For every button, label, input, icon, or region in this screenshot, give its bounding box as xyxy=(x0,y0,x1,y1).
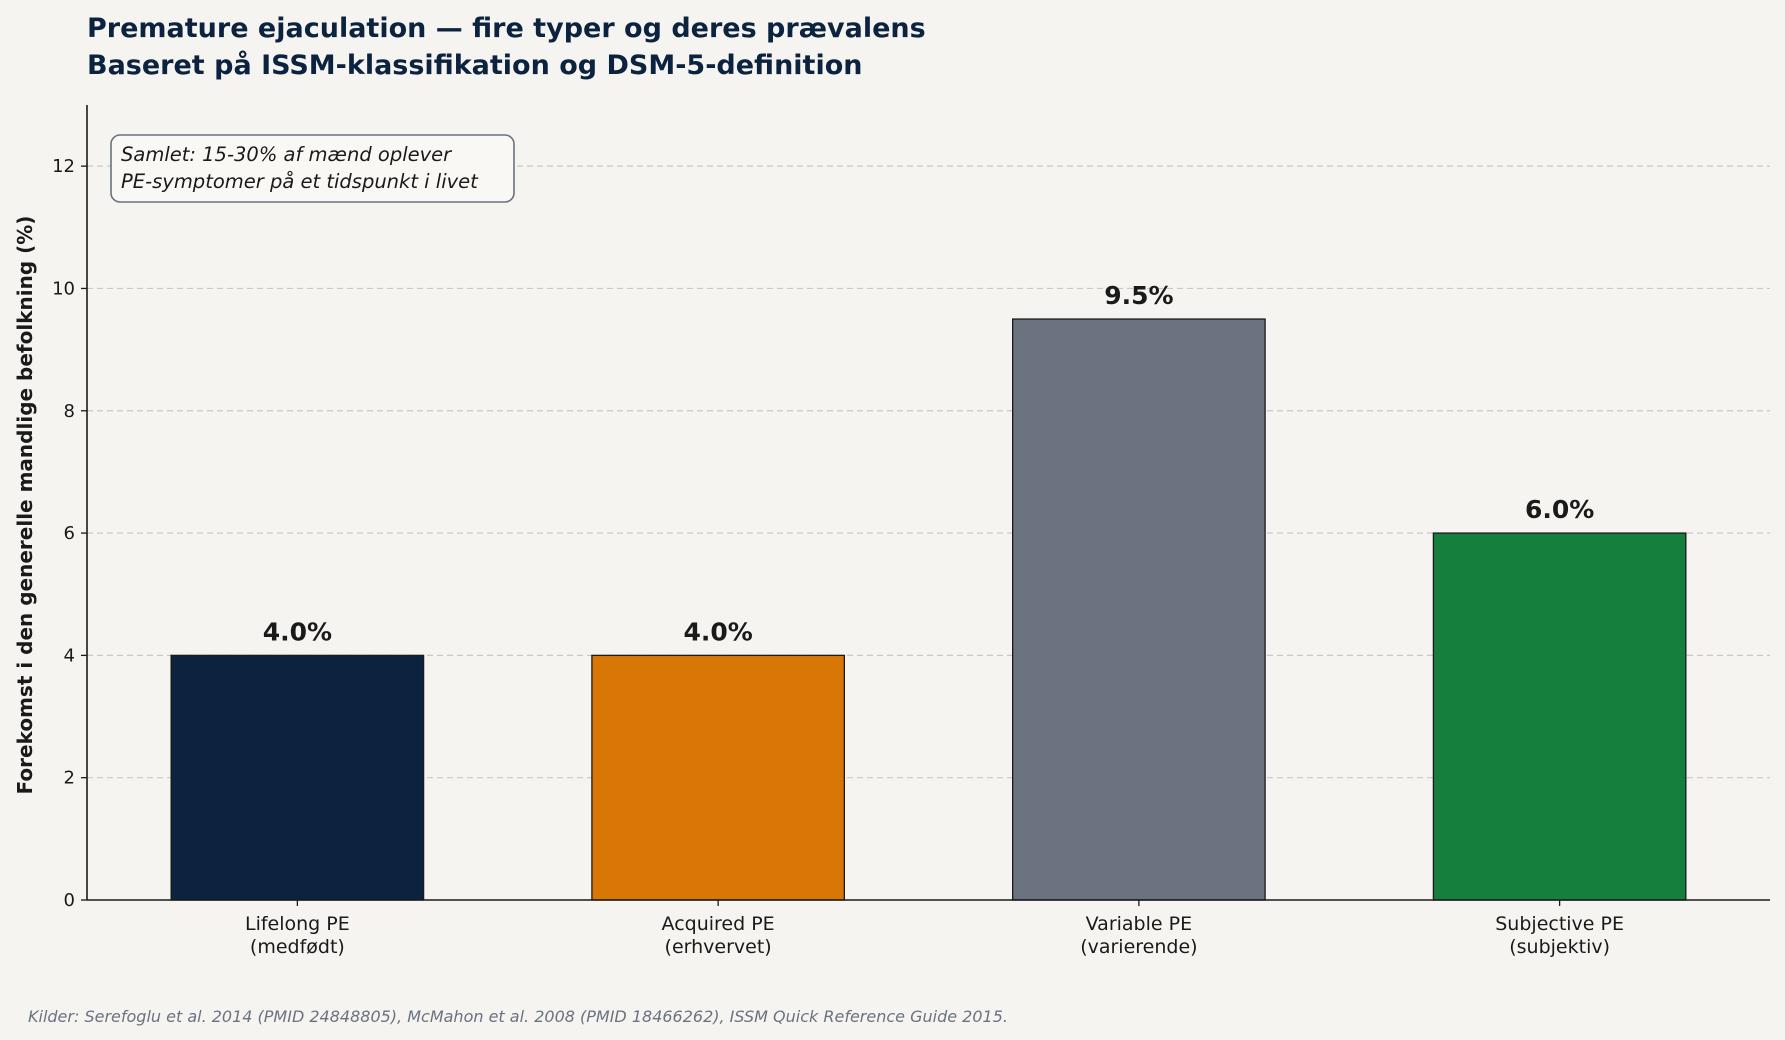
x-category-label: (subjektiv) xyxy=(1509,936,1610,958)
annotation-frame xyxy=(110,134,515,203)
value-label: 6.0% xyxy=(1525,495,1594,524)
bar xyxy=(170,654,425,901)
value-label: 9.5% xyxy=(1104,281,1173,310)
y-tick-label: 4 xyxy=(64,645,75,666)
value-label: 4.0% xyxy=(263,617,332,646)
annotation-line-1: Samlet: 15-30% af mænd oplever xyxy=(121,143,453,166)
annotation-line-2: PE-symptomer på et tidspunkt i livet xyxy=(121,170,479,193)
bars xyxy=(170,318,1687,901)
x-category-label: Acquired PE xyxy=(662,913,775,935)
x-category-label: Lifelong PE xyxy=(245,913,350,935)
x-category-label: (medfødt) xyxy=(250,936,345,958)
y-axis-label: Forekomst i den generelle mandlige befol… xyxy=(13,216,37,795)
value-labels: 4.0% 4.0% 9.5% 6.0% xyxy=(263,281,1595,646)
y-tick-label: 6 xyxy=(64,523,75,544)
x-category-label: Subjective PE xyxy=(1495,913,1624,935)
y-tick-label: 10 xyxy=(52,278,75,299)
value-label: 4.0% xyxy=(683,617,752,646)
x-category-label: Variable PE xyxy=(1086,913,1192,935)
chart-title-line-1: Premature ejaculation — fire typer og de… xyxy=(87,13,926,44)
x-category-label: (varierende) xyxy=(1080,936,1197,958)
bar xyxy=(591,654,846,901)
y-tick-label: 0 xyxy=(64,890,75,911)
bar xyxy=(1012,318,1266,901)
source-note: Kilder: Serefoglu et al. 2014 (PMID 2484… xyxy=(28,1007,1008,1026)
bar xyxy=(1432,532,1687,901)
x-category-label: (erhvervet) xyxy=(665,936,772,958)
annotation-box: Samlet: 15-30% af mænd oplever PE-sympto… xyxy=(110,134,515,203)
y-tick-label: 8 xyxy=(64,401,75,422)
axes: 0 2 4 6 8 10 12 Lifelong PE(medfødt) Acquired PE… xyxy=(52,105,1770,958)
y-tick-label: 2 xyxy=(64,768,75,789)
chart-title-line-2: Baseret på ISSM-klassifikation og DSM-5-… xyxy=(87,49,862,81)
y-tick-label: 12 xyxy=(52,156,75,177)
